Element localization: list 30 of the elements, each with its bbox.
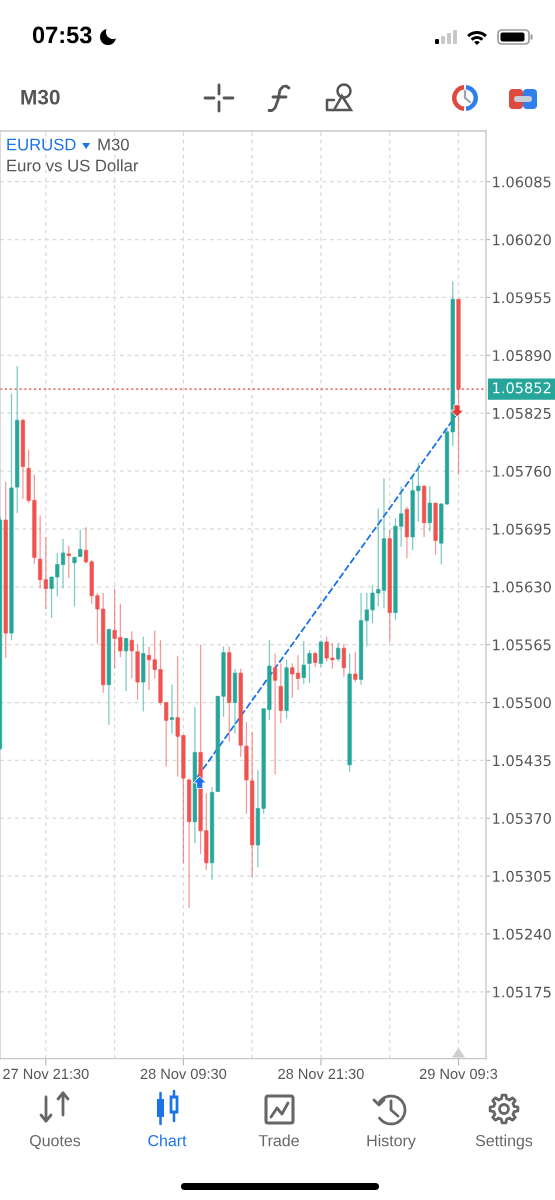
- y-tick-label: 1.05630: [493, 581, 551, 593]
- x-tick-label: 27 Nov 21:30: [3, 1068, 89, 1080]
- text: 07:53: [32, 26, 92, 44]
- y-tick-label: 1.05370: [493, 812, 551, 824]
- text: Trade: [258, 1134, 299, 1147]
- y-tick-label: 1.05305: [493, 870, 551, 882]
- y-tick-label: 1.05175: [493, 986, 551, 998]
- y-tick-label: 1.05500: [493, 697, 551, 709]
- chart-title: EURUSD: [7, 138, 76, 151]
- y-tick-label: 1.05890: [493, 350, 551, 362]
- text: Quotes: [30, 1134, 81, 1150]
- y-tick-label: 1.05695: [493, 523, 551, 535]
- y-tick-label: 1.05240: [493, 928, 551, 940]
- y-tick-label: 1.05565: [493, 639, 551, 651]
- y-tick-label: 1.05760: [493, 465, 551, 477]
- x-tick-label: 28 Nov 21:30: [278, 1068, 364, 1080]
- text: History: [367, 1134, 416, 1150]
- ref-line-label: 1.05852: [493, 382, 551, 394]
- x-tick-label: 29 Nov 09:3: [419, 1068, 498, 1080]
- annotation: M30: [98, 138, 129, 151]
- y-tick-label: 1.06020: [493, 234, 551, 246]
- y-tick-label: 1.05825: [493, 407, 551, 419]
- y-tick-label: 1.05435: [493, 755, 551, 767]
- text: Euro vs US Dollar: [7, 159, 139, 172]
- x-tick-label: 28 Nov 09:30: [140, 1068, 227, 1080]
- text: M30: [21, 89, 60, 105]
- y-tick-label: 1.05955: [493, 292, 551, 304]
- y-tick-label: 1.06085: [493, 176, 551, 188]
- text: Settings: [475, 1134, 533, 1150]
- text: Chart: [148, 1134, 187, 1147]
